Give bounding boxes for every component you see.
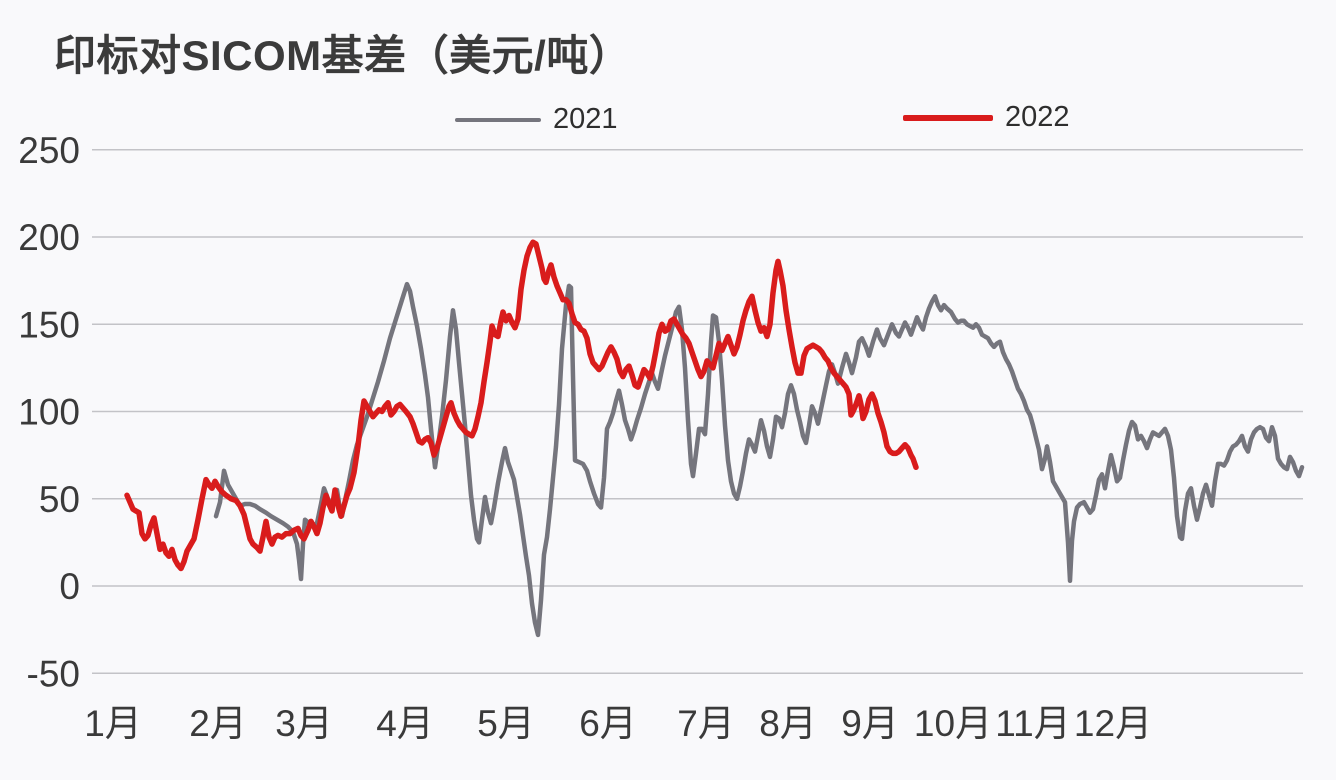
series-line-2022	[124, 239, 919, 572]
y-tick-label: 250	[18, 130, 80, 171]
y-tick-label: -50	[27, 653, 80, 694]
y-tick-label: 100	[18, 392, 80, 433]
x-tick-label: 8月	[759, 703, 817, 744]
legend-item-2021[interactable]: 2021	[455, 103, 618, 136]
x-tick-label: 5月	[477, 703, 535, 744]
y-tick-label: 200	[18, 217, 80, 258]
y-tick-label: 50	[39, 479, 80, 520]
x-tick-label: 4月	[376, 703, 434, 744]
series-line-2021	[213, 281, 1305, 638]
x-tick-label: 12月	[1074, 703, 1152, 744]
legend-line-2022	[903, 114, 993, 121]
legend-item-2022[interactable]: 2022	[903, 101, 1070, 134]
legend-line-2021	[455, 117, 541, 122]
x-tick-label: 3月	[275, 703, 333, 744]
x-tick-label: 9月	[841, 703, 899, 744]
y-tick-label: 150	[18, 304, 80, 345]
chart-title: 印标对SICOM基差（美元/吨）	[54, 32, 632, 79]
x-tick-label: 7月	[677, 703, 735, 744]
x-tick-label: 10月	[914, 703, 992, 744]
x-tick-label: 6月	[579, 703, 637, 744]
x-tick-label: 11月	[995, 703, 1070, 744]
y-tick-label: 0	[59, 566, 80, 607]
legend-label-2022: 2022	[1005, 101, 1070, 133]
x-tick-label: 1月	[84, 703, 142, 744]
legend-label-2021: 2021	[553, 103, 618, 135]
x-tick-label: 2月	[189, 703, 247, 744]
